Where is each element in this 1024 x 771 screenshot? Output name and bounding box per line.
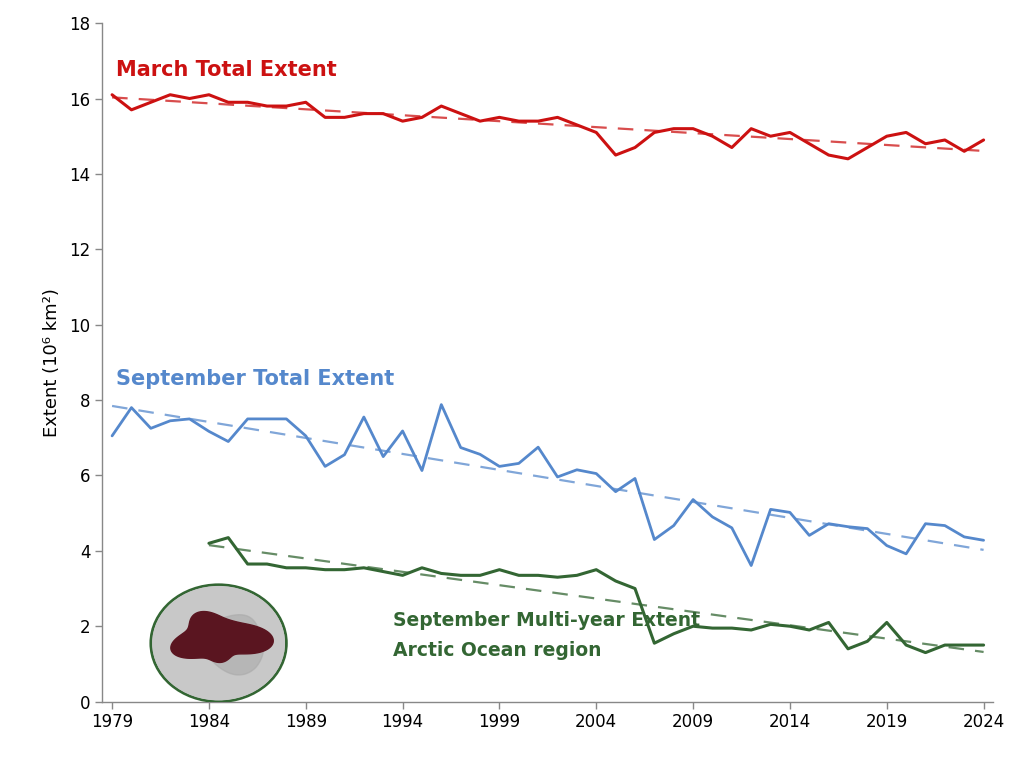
Text: September Total Extent: September Total Extent — [116, 369, 394, 389]
Ellipse shape — [151, 584, 287, 702]
Text: September Multi-year Extent: September Multi-year Extent — [393, 611, 700, 630]
Text: Arctic Ocean region: Arctic Ocean region — [393, 641, 601, 660]
Polygon shape — [181, 614, 264, 675]
Ellipse shape — [153, 586, 285, 700]
Y-axis label: Extent (10⁶ km²): Extent (10⁶ km²) — [43, 288, 61, 437]
Polygon shape — [171, 611, 273, 662]
Text: March Total Extent: March Total Extent — [116, 60, 337, 80]
